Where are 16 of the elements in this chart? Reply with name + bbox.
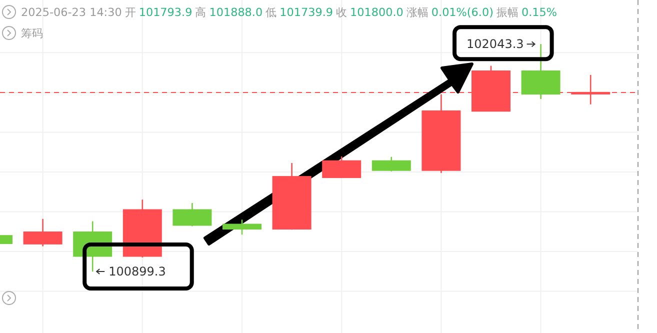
annotation: 涨幅 xyxy=(406,6,428,19)
annotation: 101739.9 xyxy=(280,6,333,19)
annotation: 低 xyxy=(266,6,277,19)
annotation: 102043.3 xyxy=(466,37,524,52)
annotation: 100899.3 xyxy=(108,264,166,279)
annotation: 收 xyxy=(336,6,347,19)
annotation: 开 xyxy=(124,6,136,19)
annotation: 101800.0 xyxy=(350,6,404,19)
annotation: 101888.0 xyxy=(209,6,263,19)
annotation: 0.01%(6.0) xyxy=(431,6,494,19)
annotation: 0.15% xyxy=(521,6,558,19)
annotation: 高 xyxy=(195,6,206,19)
annotation: 筹码 xyxy=(21,27,43,40)
annotation: 101793.9 xyxy=(138,6,192,19)
annotation: 2025-06-23 14:30 xyxy=(21,6,122,19)
annotation: 振幅 xyxy=(496,6,518,19)
